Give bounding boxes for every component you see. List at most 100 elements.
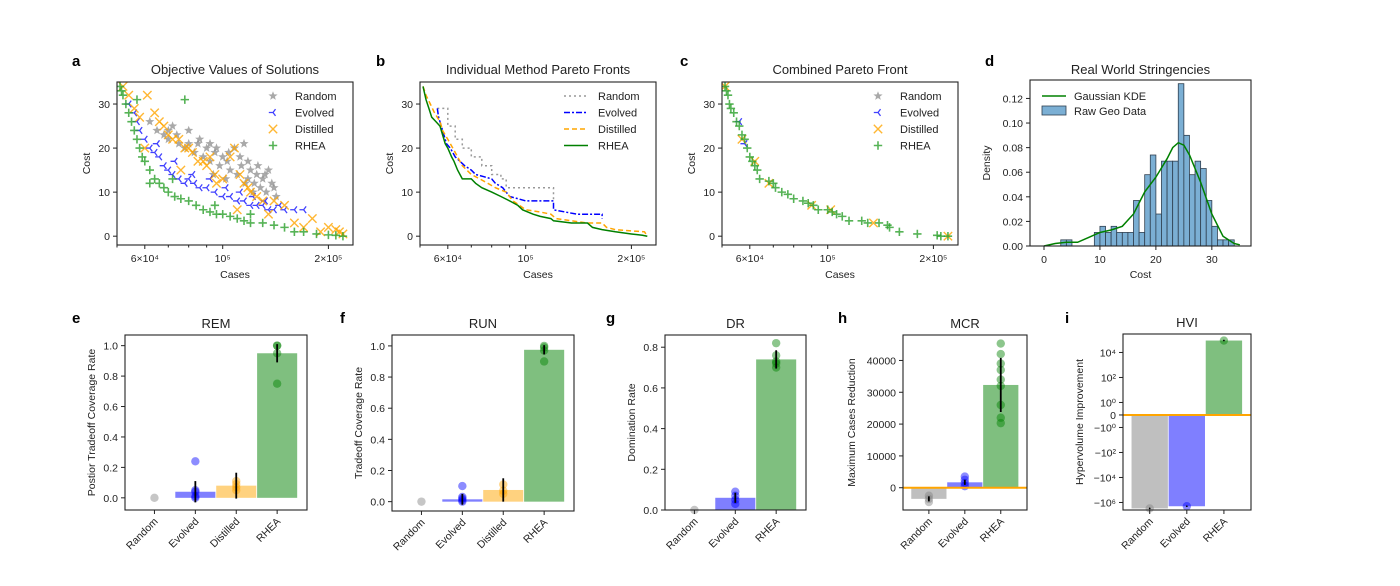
- y-tick-label: 0: [104, 231, 110, 243]
- x-tick-label: 2×10⁵: [314, 253, 342, 265]
- data-point: [145, 165, 155, 175]
- data-point: [263, 165, 273, 174]
- data-point: [176, 165, 186, 175]
- data-point: [331, 231, 341, 240]
- data-point: [187, 147, 198, 158]
- y-tick-label: 20000: [867, 419, 896, 431]
- x-tick-label: RHEA: [521, 517, 550, 546]
- data-point: [232, 169, 242, 179]
- legend-label: Distilled: [295, 124, 334, 136]
- data-point: [269, 220, 279, 230]
- data-point: [252, 169, 262, 179]
- data-point: [246, 209, 255, 219]
- data-point: [225, 165, 235, 174]
- y-axis-label: Postior Tradeoff Coverage Rate: [86, 349, 98, 497]
- y-tick-label: 10: [98, 187, 110, 199]
- series-random: [437, 107, 555, 201]
- panel-d: d Real World Stringencies 0.00 0.02 0.04 0.06…: [981, 53, 1252, 281]
- x-tick-label: 6×10⁴: [434, 253, 462, 265]
- data-point: [732, 117, 741, 126]
- x-tick-label: Evolved: [1158, 516, 1193, 551]
- data-point: [764, 176, 774, 186]
- data-point: [726, 104, 736, 113]
- x-tick-label: 20: [1150, 254, 1162, 266]
- panel-g: g DR 0.0 0.2 0.4 0.6 0.8 Random Evolved RHEA Domin…: [606, 310, 807, 552]
- bar-group-evolved: [175, 457, 216, 503]
- data-point: [210, 188, 218, 196]
- data-point: [124, 108, 133, 118]
- data-point: [210, 169, 220, 180]
- data-point: [150, 174, 159, 184]
- bar-group-evolved: [442, 481, 483, 506]
- legend: Random Evolved Distilled RHEA: [564, 91, 640, 153]
- data-point: [189, 147, 199, 157]
- x-axis-label: Cases: [825, 269, 855, 281]
- y-tick-label: 10⁰: [1100, 397, 1117, 409]
- data-point: [299, 206, 307, 214]
- data-point: [996, 339, 1005, 348]
- panel-title: HVI: [1176, 315, 1198, 330]
- x-tick-label: RHEA: [753, 516, 782, 545]
- data-point: [863, 218, 872, 228]
- bar: [911, 487, 947, 499]
- data-point: [184, 125, 194, 135]
- data-point: [996, 418, 1005, 428]
- histogram-bar: [1211, 225, 1218, 247]
- data-point: [769, 179, 778, 188]
- bar-group-rhea: [983, 339, 1019, 488]
- y-tick-label: 0.4: [643, 424, 658, 436]
- histogram-bar: [1121, 232, 1129, 247]
- data-point: [246, 218, 255, 228]
- legend-entry-distilled: Distilled: [873, 124, 939, 136]
- y-tick-label: 0.10: [1003, 118, 1024, 130]
- x-tick-label: 2×10⁵: [919, 253, 947, 265]
- legend-label: RHEA: [598, 141, 629, 153]
- data-point: [174, 134, 184, 144]
- legend-entry-rhea: RHEA: [268, 141, 326, 153]
- legend: Gaussian KDE Raw Geo Data: [1041, 91, 1147, 118]
- bar-group-random: [1131, 414, 1168, 513]
- data-point: [771, 338, 781, 348]
- x-tick-label: RHEA: [1201, 516, 1230, 545]
- axes-frame: [1029, 79, 1252, 247]
- y-tick-label: 0.0: [103, 493, 118, 505]
- data-point: [753, 165, 762, 175]
- axes-frame: [124, 334, 308, 511]
- legend-marker: [268, 124, 278, 134]
- histogram-bar: [1138, 232, 1146, 247]
- y-tick-label: 20: [703, 143, 715, 155]
- data-point: [857, 216, 866, 225]
- data-point: [235, 152, 245, 161]
- panel-letter: d: [985, 53, 994, 70]
- y-tick-label: 0.8: [370, 372, 385, 384]
- legend-entry-distilled: Distilled: [268, 124, 334, 136]
- data-point: [783, 190, 793, 199]
- y-tick-label: 10⁴: [1100, 347, 1116, 359]
- data-point: [211, 143, 221, 152]
- data-point: [269, 196, 279, 206]
- data-point: [152, 139, 161, 148]
- data-point: [868, 218, 879, 228]
- data-point: [312, 229, 321, 239]
- data-point: [193, 138, 203, 148]
- plot-area: [422, 86, 648, 237]
- bar-group-evolved: [1168, 414, 1205, 511]
- data-point: [745, 152, 755, 162]
- data-point: [164, 166, 172, 174]
- mean-dot: [1185, 505, 1188, 508]
- data-point: [235, 169, 245, 180]
- data-point: [132, 135, 142, 144]
- data-point: [163, 134, 173, 144]
- data-point: [239, 216, 249, 225]
- x-axis-label: Cases: [220, 269, 250, 281]
- data-point: [290, 206, 298, 214]
- series-line: [436, 108, 603, 219]
- panel-title: MCR: [950, 316, 980, 331]
- x-tick-label: Evolved: [707, 516, 742, 551]
- data-point: [132, 95, 142, 104]
- y-tick-label: −10⁰: [1094, 422, 1117, 434]
- data-point: [338, 231, 348, 241]
- y-tick-label: 0.0: [370, 497, 385, 509]
- data-point: [243, 183, 253, 193]
